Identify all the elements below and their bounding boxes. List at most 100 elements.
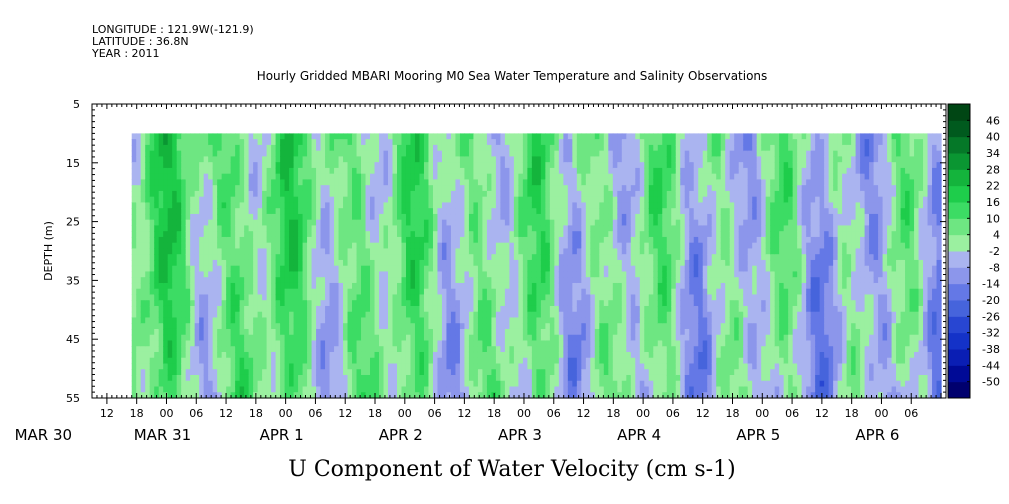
heatmap-cell xyxy=(257,167,263,175)
heatmap-cell xyxy=(473,133,479,140)
heatmap-cell xyxy=(581,144,587,152)
heatmap-cell xyxy=(545,150,551,158)
heatmap-cell xyxy=(567,380,573,388)
heatmap-cell xyxy=(343,340,349,347)
heatmap-cell xyxy=(181,236,187,244)
heatmap-cell xyxy=(352,357,358,365)
heatmap-cell xyxy=(423,225,430,232)
heatmap-cell xyxy=(509,323,515,330)
heatmap-cell xyxy=(477,294,484,301)
heatmap-cell xyxy=(131,357,137,365)
heatmap-cell xyxy=(271,139,277,146)
heatmap-cell xyxy=(181,317,187,324)
heatmap-cell xyxy=(334,300,340,307)
heatmap-cell xyxy=(392,346,398,353)
heatmap-cell xyxy=(365,167,371,175)
heatmap-cell xyxy=(518,202,524,209)
heatmap-cell xyxy=(343,248,349,255)
heatmap-cell xyxy=(136,277,142,284)
heatmap-cell xyxy=(257,369,263,376)
heatmap-cell xyxy=(383,139,389,146)
heatmap-cell xyxy=(131,196,137,204)
heatmap-cell xyxy=(365,294,371,301)
heatmap-cell xyxy=(338,392,344,399)
heatmap-cell xyxy=(437,185,443,192)
heatmap-cell xyxy=(302,351,308,359)
heatmap-cell xyxy=(558,259,564,267)
heatmap-cell xyxy=(563,323,569,330)
heatmap-cell xyxy=(275,351,281,359)
heatmap-cell xyxy=(572,242,578,250)
heatmap-cell xyxy=(361,271,367,278)
heatmap-cell xyxy=(221,144,227,152)
heatmap-cell xyxy=(239,311,245,319)
heatmap-cell xyxy=(518,231,524,238)
heatmap-cell xyxy=(149,380,155,388)
heatmap-cell xyxy=(316,317,322,324)
heatmap-cell xyxy=(181,277,187,284)
heatmap-cell xyxy=(154,265,160,273)
heatmap-cell xyxy=(405,277,412,284)
heatmap-cell xyxy=(280,294,286,301)
heatmap-cell xyxy=(405,334,412,342)
heatmap-cell xyxy=(212,317,218,324)
heatmap-cell xyxy=(581,185,587,192)
heatmap-cell xyxy=(428,323,434,330)
heatmap-cell xyxy=(432,363,439,370)
heatmap-cell xyxy=(257,346,263,353)
heatmap-cell xyxy=(495,277,502,284)
heatmap-cell xyxy=(271,162,277,169)
heatmap-cell xyxy=(361,328,367,336)
heatmap-cell xyxy=(136,196,142,204)
heatmap-cell xyxy=(567,144,573,152)
heatmap-cell xyxy=(370,236,376,244)
heatmap-cell xyxy=(459,144,466,152)
heatmap-cell xyxy=(599,369,605,376)
heatmap-cell xyxy=(495,133,502,140)
heatmap-cell xyxy=(518,219,524,227)
heatmap-cell xyxy=(185,386,191,393)
heatmap-cell xyxy=(531,139,537,146)
heatmap-cell xyxy=(275,133,281,140)
heatmap-cell xyxy=(383,190,389,198)
heatmap-cell xyxy=(271,167,277,175)
heatmap-cell xyxy=(545,196,551,204)
heatmap-cell xyxy=(572,150,578,158)
heatmap-cell xyxy=(230,133,236,140)
heatmap-cell xyxy=(194,277,200,284)
heatmap-cell xyxy=(370,317,376,324)
heatmap-cell xyxy=(612,380,618,388)
heatmap-cell xyxy=(495,265,502,273)
heatmap-cell xyxy=(576,386,582,393)
heatmap-cell xyxy=(549,259,555,267)
heatmap-cell xyxy=(212,231,218,238)
heatmap-cell xyxy=(545,380,551,388)
heatmap-cell xyxy=(266,271,272,278)
heatmap-cell xyxy=(307,369,313,376)
heatmap-cell xyxy=(230,357,236,365)
heatmap-cell xyxy=(477,236,484,244)
heatmap-cell xyxy=(410,236,416,244)
heatmap-cell xyxy=(576,374,582,382)
heatmap-cell xyxy=(513,265,519,273)
heatmap-cell xyxy=(176,392,182,399)
heatmap-cell xyxy=(612,173,618,181)
heatmap-cell xyxy=(563,139,569,146)
heatmap-cell xyxy=(154,196,160,204)
heatmap-cell xyxy=(176,374,182,382)
heatmap-cell xyxy=(419,357,425,365)
heatmap-cell xyxy=(131,351,137,359)
heatmap-cell xyxy=(581,173,587,181)
heatmap-cell xyxy=(594,150,600,158)
heatmap-cell xyxy=(154,386,160,393)
heatmap-cell xyxy=(594,317,600,324)
heatmap-cell xyxy=(298,208,304,215)
heatmap-cell xyxy=(329,202,335,209)
heatmap-cell xyxy=(576,340,582,347)
heatmap-cell xyxy=(131,374,137,382)
heatmap-cell xyxy=(423,363,430,370)
heatmap-cell xyxy=(190,288,196,296)
heatmap-cell xyxy=(567,190,573,198)
heatmap-cell xyxy=(585,179,591,186)
heatmap-cell xyxy=(401,328,407,336)
